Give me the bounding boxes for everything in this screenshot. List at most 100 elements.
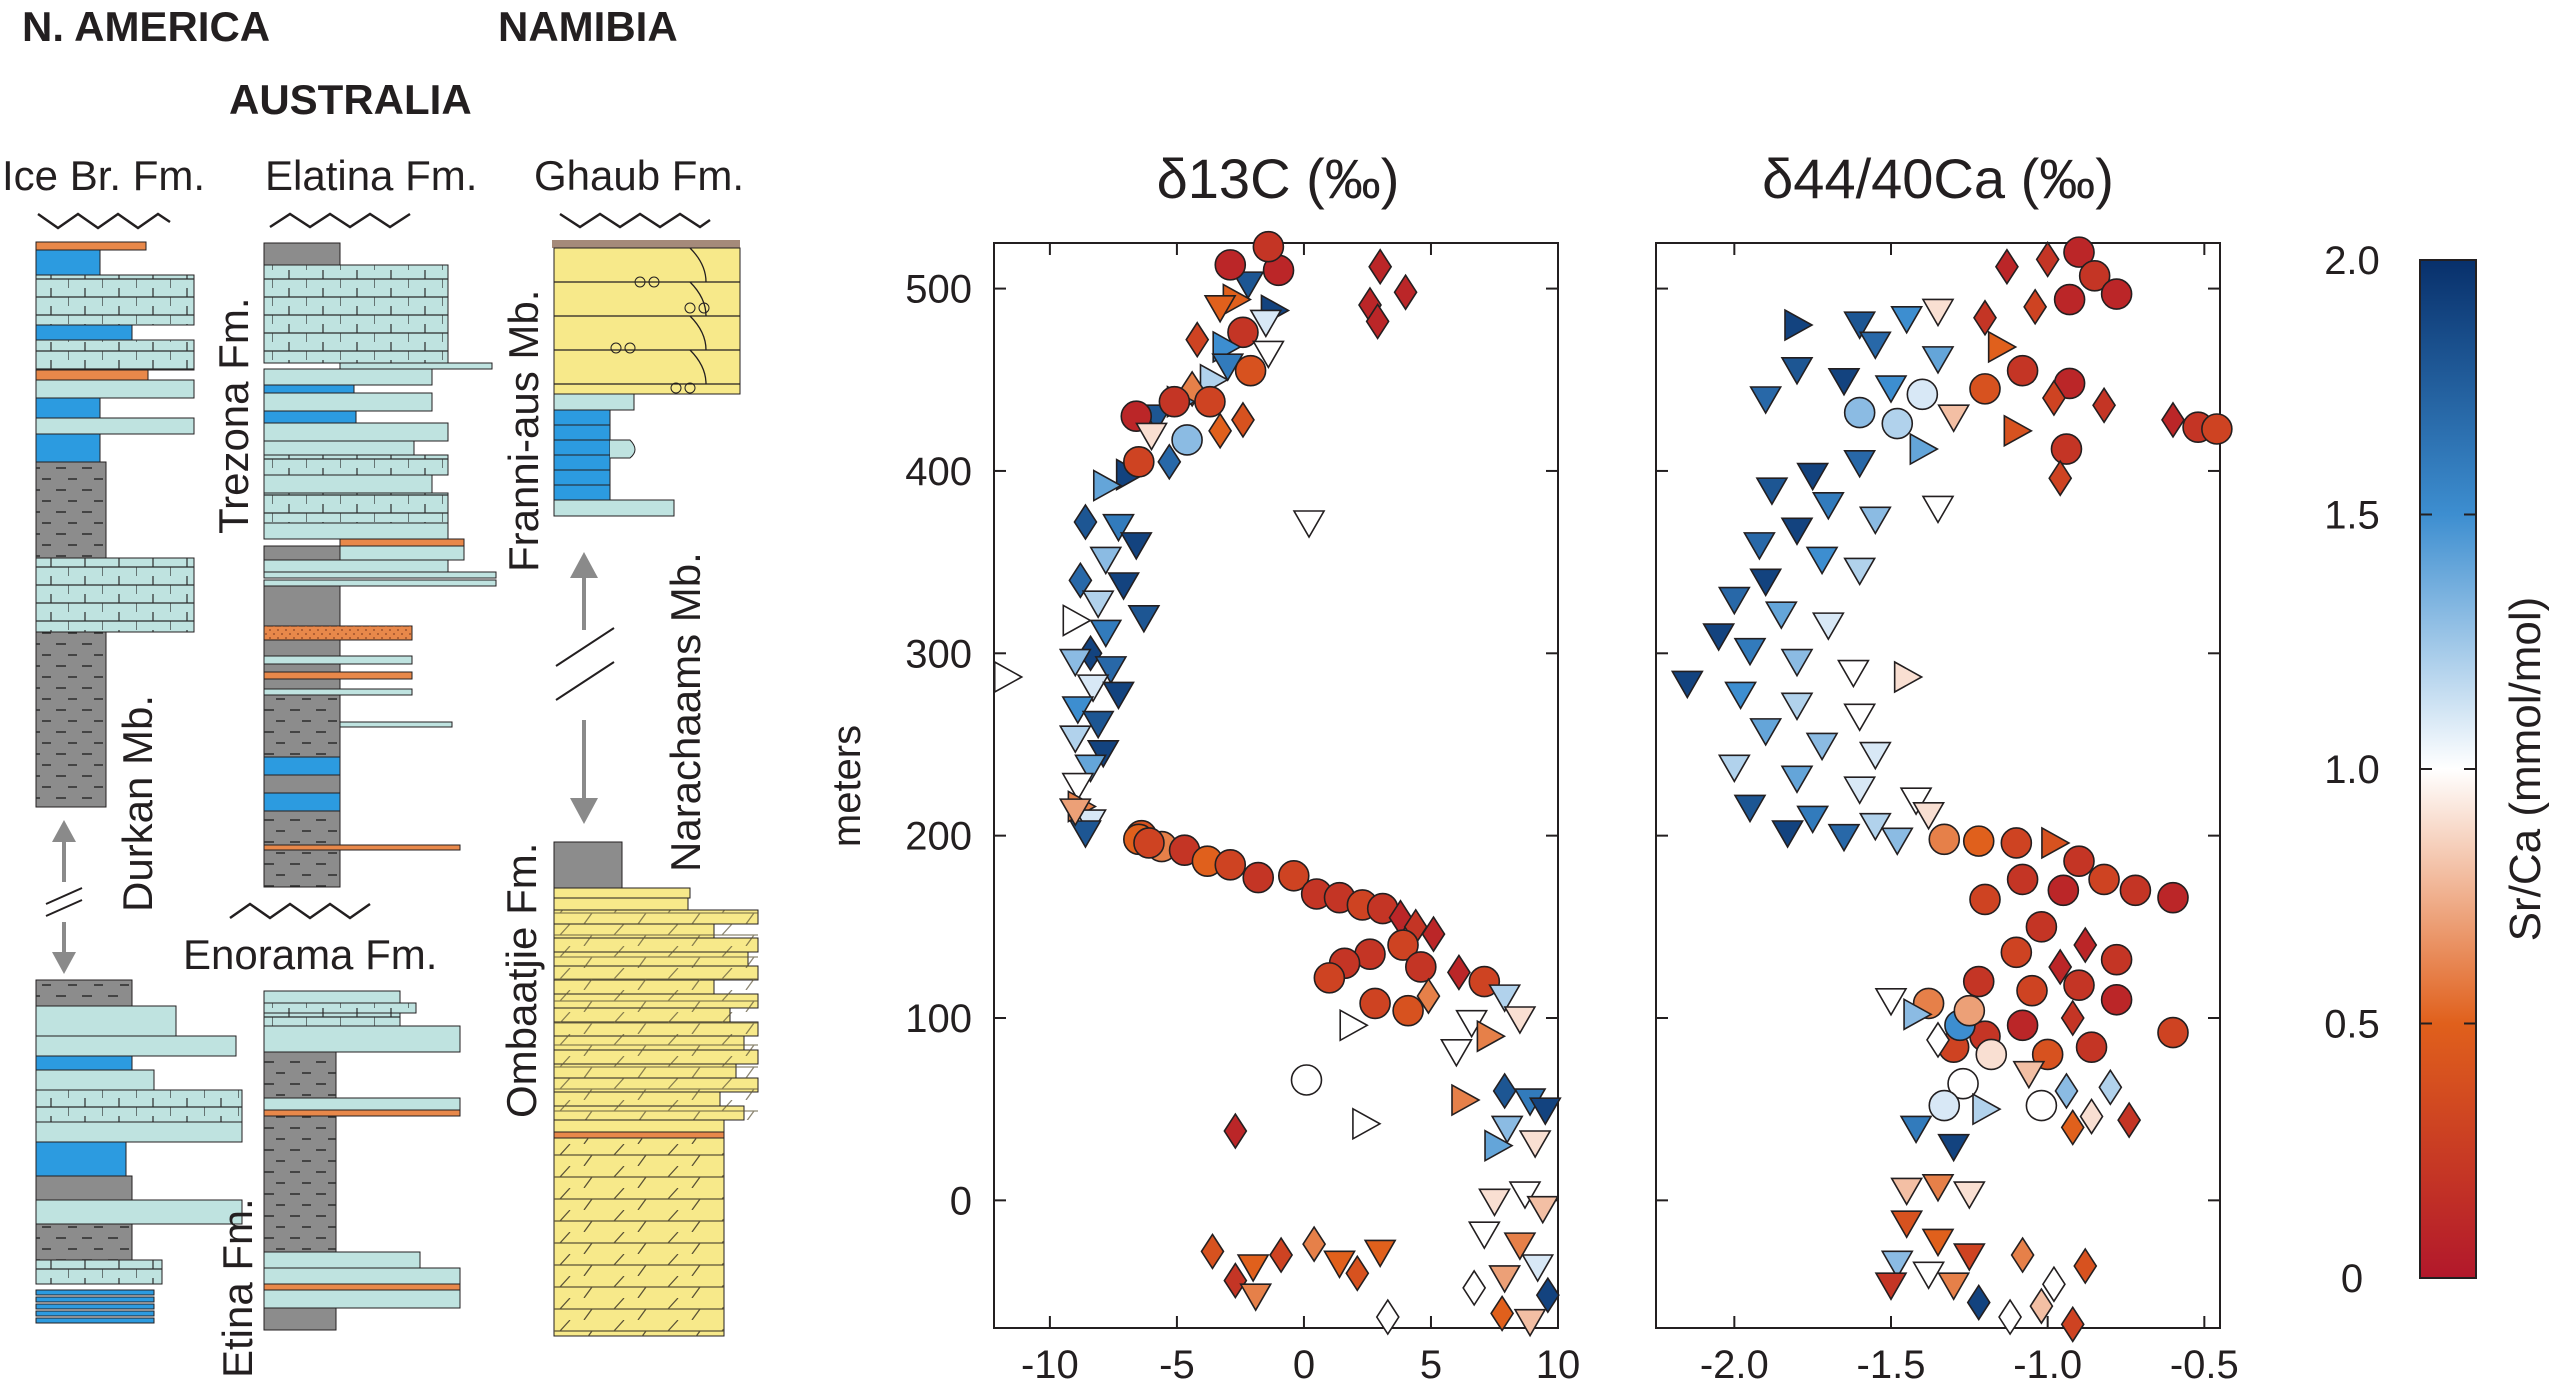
label-etina-fm: Etina Fm. <box>214 1198 261 1378</box>
colorbar-tick-label: 2.0 <box>2324 239 2380 283</box>
plot-d44ca-title: δ44/40Ca (‰) <box>1762 147 2114 210</box>
data-point-circle <box>2000 827 2033 859</box>
data-point-diamond <box>1269 1236 1294 1274</box>
stratigraphic-gap-arrow <box>555 552 615 824</box>
x-tick-label: -10 <box>1021 1343 1079 1387</box>
data-point-triangle-down <box>1058 725 1092 754</box>
y-tick-label: 200 <box>905 815 972 859</box>
data-point-circle <box>2016 974 2048 1007</box>
data-point-diamond <box>1446 953 1471 991</box>
label-trezona-fm: Trezona Fm. <box>210 298 257 535</box>
x-tick-label: -1.0 <box>2013 1343 2082 1387</box>
data-point-triangle-down <box>1717 754 1751 783</box>
plot-d13c-ylabel: meters <box>825 725 869 847</box>
data-point-diamond <box>1375 1298 1400 1336</box>
data-point-triangle-down <box>1488 1265 1522 1294</box>
data-point-diamond <box>1490 1294 1515 1332</box>
data-point-diamond <box>2079 1097 2104 1135</box>
plot-d13c-title: δ13C (‰) <box>1157 147 1400 210</box>
data-point-triangle-right <box>1339 1008 1369 1042</box>
data-point-triangle-down <box>1086 739 1120 769</box>
data-point-triangle-down <box>1236 1254 1270 1283</box>
data-point-triangle-down <box>1858 331 1892 360</box>
data-point-circle <box>1962 965 1995 998</box>
data-point-diamond <box>1157 443 1182 481</box>
data-point-circle <box>1123 446 1155 478</box>
column-namibia-lower <box>553 841 759 1337</box>
data-point-triangle-down <box>1061 772 1095 802</box>
data-point-circle <box>1133 827 1165 859</box>
data-point-triangle-down <box>1323 1250 1356 1279</box>
plot-d44ca-frame <box>1655 242 2221 1329</box>
data-point-triangle-down <box>1249 309 1283 339</box>
data-point-diamond <box>2098 1068 2123 1106</box>
data-point-circle <box>1392 994 1424 1027</box>
data-point-circle <box>1194 385 1226 418</box>
data-point-triangle-down <box>1508 1181 1542 1210</box>
data-point-diamond <box>1535 1276 1560 1314</box>
data-point-diamond <box>1302 1225 1327 1263</box>
data-point-triangle-down <box>1503 1006 1537 1035</box>
data-point-diamond <box>1231 401 1255 439</box>
data-point-triangle-down <box>1513 1308 1547 1338</box>
data-point-triangle-down <box>1780 765 1814 794</box>
column-australia-lower <box>263 990 461 1331</box>
data-point-circle <box>1953 994 1986 1027</box>
label-durkan-mb: Durkan Mb. <box>114 695 161 912</box>
data-point-circle <box>2078 260 2111 292</box>
x-tick-label: -2.0 <box>1700 1343 1769 1387</box>
colorbar-tick-label: 0 <box>2341 1257 2363 1301</box>
label-ghaub-fm: Ghaub Fm. <box>534 152 744 199</box>
data-point-circle <box>1214 849 1247 881</box>
data-point-triangle-down <box>1102 681 1135 711</box>
data-point-circle <box>1158 385 1191 418</box>
data-point-triangle-down <box>1490 1115 1524 1145</box>
data-point-circle <box>1405 951 1437 983</box>
data-point-triangle-down <box>1733 637 1767 667</box>
data-point-triangle-down <box>1780 517 1814 546</box>
data-point-diamond <box>2161 401 2185 439</box>
data-point-triangle-right <box>1903 997 1933 1031</box>
data-point-circle <box>2100 943 2133 976</box>
data-point-diamond <box>1223 1262 1248 1300</box>
data-point-triangle-down <box>1076 674 1110 703</box>
data-point-triangle-down <box>1921 1173 1955 1203</box>
data-point-circle <box>1947 1067 1979 1100</box>
data-point-triangle-down <box>1119 532 1153 561</box>
data-point-circle <box>2119 874 2152 907</box>
data-point-triangle-down <box>1874 375 1908 404</box>
data-point-triangle-down <box>1069 820 1102 849</box>
label-narachaams-mb: Narachaams Mb. <box>662 552 709 872</box>
data-point-circle <box>2063 845 2095 877</box>
data-point-circle <box>2053 283 2086 316</box>
stratigraphic-gap-arrow <box>45 820 83 974</box>
data-point-circle <box>2006 1009 2039 1042</box>
data-point-circle <box>2157 881 2189 914</box>
data-point-circle <box>2100 983 2133 1016</box>
data-point-diamond <box>1365 302 1390 340</box>
data-point-triangle-down <box>1890 1210 1924 1239</box>
data-point-triangle-right <box>993 660 1024 694</box>
data-point-circle <box>1969 373 2001 405</box>
data-point-triangle-down <box>1488 984 1522 1013</box>
data-point-triangle-down <box>1081 710 1115 740</box>
data-point-triangle-down <box>1733 794 1767 824</box>
region-namibia: NAMIBIA <box>498 3 678 50</box>
data-point-diamond <box>2023 288 2048 326</box>
data-point-triangle-down <box>1251 340 1285 370</box>
y-tick-label: 0 <box>950 1179 972 1223</box>
data-point-triangle-down <box>1749 386 1783 415</box>
unconformity-mark <box>269 212 411 229</box>
label-ice-br-fm: Ice Br. Fm. <box>2 152 205 199</box>
colorbar-tick-label: 1.5 <box>2324 494 2380 538</box>
data-point-diamond <box>2054 1072 2079 1110</box>
colorbar-tick-label: 1.0 <box>2324 748 2380 792</box>
data-point-circle <box>2201 413 2233 445</box>
y-tick-label: 400 <box>905 450 972 494</box>
data-point-circle <box>2063 236 2095 268</box>
x-tick-label: -5 <box>1159 1343 1195 1387</box>
data-point-diamond <box>1462 1269 1487 1307</box>
data-point-triangle-down <box>1874 1272 1908 1301</box>
data-point-circle <box>1227 316 1259 349</box>
data-point-triangle-right <box>1352 1107 1382 1141</box>
